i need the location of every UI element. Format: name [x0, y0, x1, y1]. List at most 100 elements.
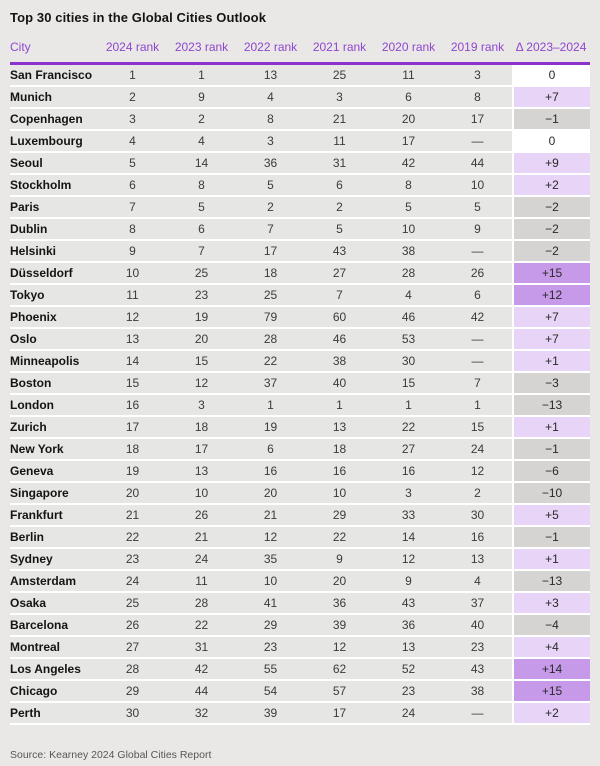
- delta-value: −1: [512, 439, 590, 459]
- rank-value: 4: [267, 90, 274, 104]
- delta-value: +15: [512, 263, 590, 283]
- delta-value: +15: [512, 681, 590, 701]
- rank-value: 4: [198, 134, 205, 148]
- rank-value: 32: [194, 706, 209, 720]
- rank-value: 1: [267, 398, 274, 412]
- rank-value: 41: [263, 596, 278, 610]
- city-name: Minneapolis: [10, 354, 80, 368]
- delta-value: +14: [512, 659, 590, 679]
- rank-value: 8: [474, 90, 481, 104]
- rank-value: 21: [194, 530, 209, 544]
- rank-value: 13: [263, 68, 278, 82]
- rank-value: 9: [198, 90, 205, 104]
- rank-value: 24: [125, 574, 140, 588]
- city-name: New York: [10, 442, 64, 456]
- rank-value: 25: [125, 596, 140, 610]
- rank-value: 14: [401, 530, 416, 544]
- rank-value: 2: [198, 112, 205, 126]
- rank-value: 35: [263, 552, 278, 566]
- delta-value: +7: [512, 307, 590, 327]
- rank-value: 10: [332, 486, 347, 500]
- table-row: Seoul 5 14 36 31 42 44 +9: [10, 153, 590, 175]
- table-row: Düsseldorf 10 25 18 27 28 26 +15: [10, 263, 590, 285]
- rank-value: 62: [332, 662, 347, 676]
- rank-value: 18: [194, 420, 209, 434]
- rank-value: 11: [126, 288, 139, 302]
- rank-value: 53: [401, 332, 416, 346]
- rank-value: 22: [332, 530, 347, 544]
- table-row: Oslo 13 20 28 46 53 — +7: [10, 329, 590, 351]
- rank-value: 16: [125, 398, 140, 412]
- city-name: Paris: [10, 200, 40, 214]
- rank-value: 20: [263, 486, 278, 500]
- rank-value: 24: [194, 552, 209, 566]
- city-name: Zurich: [10, 420, 47, 434]
- rank-value: 6: [267, 442, 274, 456]
- city-name: Copenhagen: [10, 112, 83, 126]
- delta-value: +5: [512, 505, 590, 525]
- table-body: San Francisco 1 1 13 25 11 3 0 Munich 2 9 4 3 6 8 +7 Cop…: [10, 65, 590, 725]
- rank-value: 26: [194, 508, 209, 522]
- table-row: Boston 15 12 37 40 15 7 −3: [10, 373, 590, 395]
- column-header-2020-rank: 2020 rank: [381, 40, 436, 54]
- rank-value: 12: [470, 464, 485, 478]
- column-header-city: City: [10, 40, 31, 54]
- rank-value: 6: [336, 178, 343, 192]
- table-row: Frankfurt 21 26 21 29 33 30 +5: [10, 505, 590, 527]
- delta-value: +1: [512, 417, 590, 437]
- rank-value: 3: [198, 398, 205, 412]
- rank-value: 36: [332, 596, 347, 610]
- table-row: Montreal 27 31 23 12 13 23 +4: [10, 637, 590, 659]
- city-name: Phoenix: [10, 310, 57, 324]
- rank-value: 7: [198, 244, 205, 258]
- rank-value: 9: [129, 244, 136, 258]
- delta-value: −1: [512, 109, 590, 129]
- delta-value: −6: [512, 461, 590, 481]
- delta-value: −13: [512, 395, 590, 415]
- rank-value: 9: [336, 552, 343, 566]
- delta-value: +12: [512, 285, 590, 305]
- rank-value: 60: [332, 310, 347, 324]
- rank-value: 2: [336, 200, 343, 214]
- city-name: Berlin: [10, 530, 45, 544]
- rank-value: 79: [263, 310, 278, 324]
- rank-value: 46: [332, 332, 347, 346]
- rank-value: 15: [125, 376, 140, 390]
- rank-value: 37: [470, 596, 485, 610]
- rank-value: 11: [195, 574, 208, 588]
- rank-value: —: [471, 244, 484, 258]
- rank-value: 6: [474, 288, 481, 302]
- rank-value: 1: [336, 398, 343, 412]
- rank-value: 26: [470, 266, 485, 280]
- rank-value: 39: [332, 618, 347, 632]
- table-row: Tokyo 11 23 25 7 4 6 +12: [10, 285, 590, 307]
- rank-value: 5: [474, 200, 481, 214]
- rank-value: 17: [263, 244, 278, 258]
- rank-value: 38: [332, 354, 347, 368]
- rank-value: 18: [332, 442, 347, 456]
- rank-value: 42: [470, 310, 485, 324]
- rank-value: 36: [401, 618, 416, 632]
- city-name: Amsterdam: [10, 574, 77, 588]
- column-header-2021-rank: 2021 rank: [312, 40, 367, 54]
- delta-value: +2: [512, 175, 590, 195]
- delta-value: −2: [512, 241, 590, 261]
- city-name: Montreal: [10, 640, 61, 654]
- rank-value: 21: [125, 508, 140, 522]
- rank-value: 22: [401, 420, 416, 434]
- city-name: Frankfurt: [10, 508, 63, 522]
- rank-value: 25: [332, 68, 347, 82]
- table-row: Minneapolis 14 15 22 38 30 — +1: [10, 351, 590, 373]
- rank-value: 42: [194, 662, 209, 676]
- delta-value: +2: [512, 703, 590, 723]
- rank-value: 57: [332, 684, 347, 698]
- table-row: Barcelona 26 22 29 39 36 40 −4: [10, 615, 590, 637]
- rank-value: 11: [333, 134, 346, 148]
- rank-value: 19: [263, 420, 278, 434]
- rank-value: 31: [194, 640, 209, 654]
- rank-value: 55: [263, 662, 278, 676]
- rank-value: 7: [267, 222, 274, 236]
- rank-value: 23: [401, 684, 416, 698]
- table-row: Geneva 19 13 16 16 16 12 −6: [10, 461, 590, 483]
